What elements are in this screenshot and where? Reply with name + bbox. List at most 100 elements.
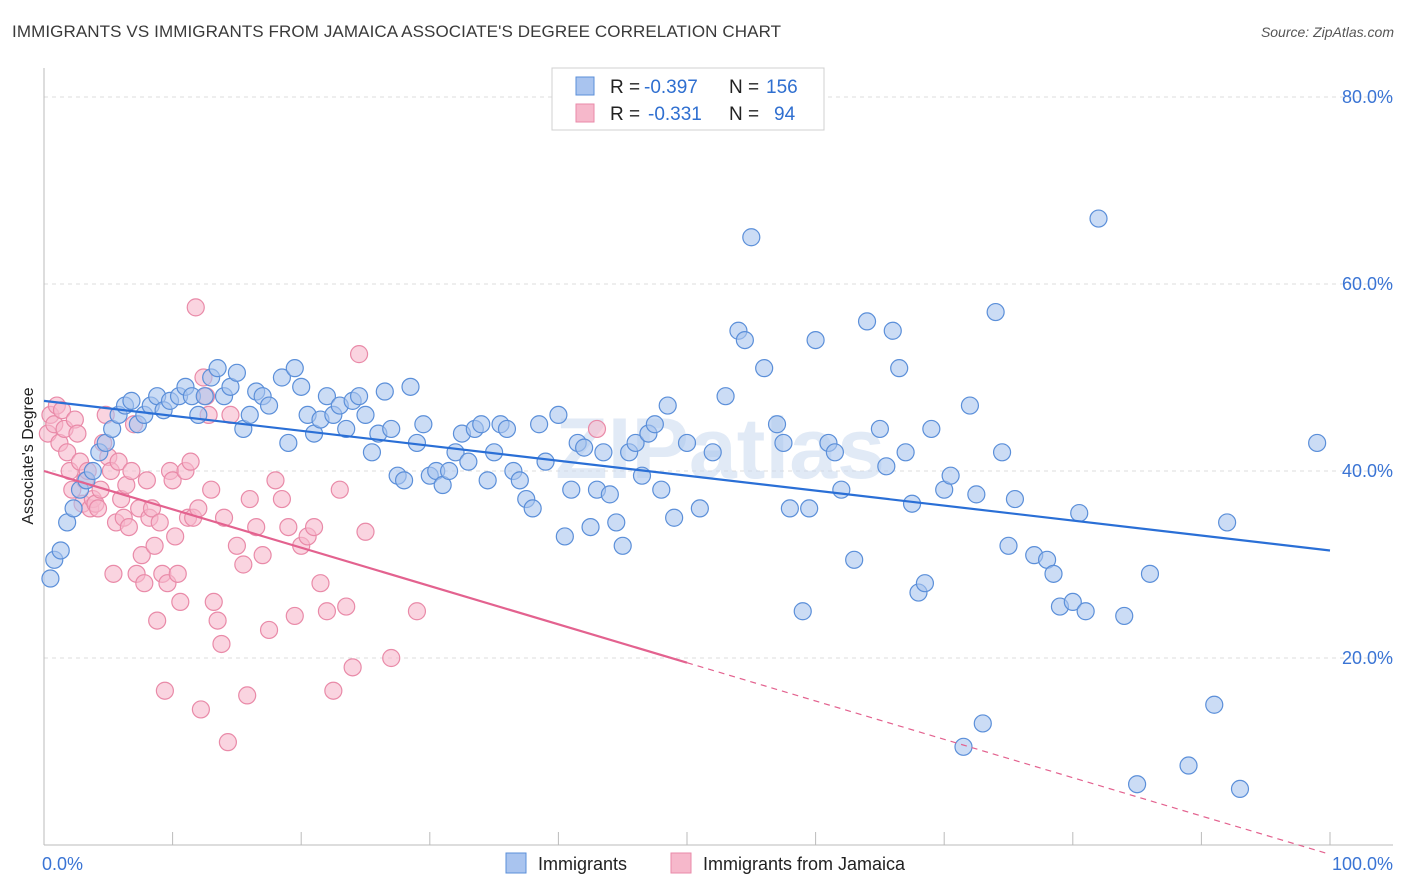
- jamaica-point: [135, 574, 154, 593]
- immigrants-point: [1044, 564, 1063, 583]
- jamaica-point: [148, 611, 167, 630]
- jamaica-point: [279, 517, 298, 537]
- svg-text:N =: N =: [729, 77, 759, 98]
- immigrants-point: [690, 499, 709, 518]
- jamaica-point: [68, 424, 87, 443]
- immigrants-point: [703, 443, 722, 462]
- immigrants-point: [459, 452, 478, 471]
- immigrants-point: [478, 471, 497, 490]
- immigrants-point: [472, 415, 491, 434]
- immigrants-point: [735, 331, 754, 350]
- immigrants-point: [780, 499, 799, 518]
- immigrants-point: [362, 443, 382, 462]
- immigrants-point: [356, 405, 375, 424]
- legend-swatch-immigrants: [575, 76, 595, 96]
- immigrants-point: [954, 737, 973, 756]
- immigrants-point: [941, 466, 960, 485]
- jamaica-point: [234, 555, 253, 574]
- immigrants-point: [1089, 209, 1108, 228]
- immigrants-point: [349, 387, 369, 406]
- immigrants-point: [1070, 503, 1089, 523]
- immigrants-point: [189, 405, 208, 424]
- immigrants-point: [1230, 779, 1250, 799]
- jamaica-point: [311, 574, 330, 593]
- immigrants-point: [986, 302, 1005, 322]
- jamaica-point: [202, 480, 221, 499]
- y-tick-labels: 20.0% 40.0% 60.0% 80.0%: [1342, 87, 1393, 668]
- jamaica-point: [109, 452, 128, 471]
- trend-line-immigrants: [43, 399, 1331, 552]
- immigrants-point: [562, 480, 581, 499]
- jamaica-point: [266, 471, 285, 490]
- source-credit: Source: ZipAtlas.com: [1260, 24, 1394, 40]
- immigrants-point: [600, 485, 619, 504]
- immigrants-point: [195, 387, 214, 406]
- jamaica-point: [104, 564, 123, 583]
- immigrants-point: [999, 536, 1018, 555]
- svg-text:Immigrants: Immigrants: [538, 854, 627, 874]
- immigrants-point: [414, 415, 433, 434]
- jamaica-point: [145, 536, 164, 555]
- top-legend: R = -0.397 N = 156 R = -0.331 N = 94: [551, 67, 825, 131]
- immigrants-point: [259, 396, 279, 415]
- immigrants-point: [530, 415, 549, 434]
- immigrants-point: [208, 359, 227, 378]
- jamaica-point: [122, 461, 141, 481]
- immigrants-point: [292, 377, 311, 396]
- immigrants-point: [581, 517, 600, 537]
- svg-text:N =: N =: [729, 104, 759, 125]
- jamaica-point: [52, 401, 72, 420]
- immigrants-point: [317, 387, 337, 406]
- jamaica-point: [214, 508, 234, 527]
- immigrants-point: [793, 602, 812, 621]
- jamaica-point: [212, 634, 231, 654]
- jamaica-point: [204, 592, 223, 612]
- jamaica-point: [324, 681, 343, 700]
- jamaica-point: [227, 536, 246, 555]
- jamaica-point: [119, 517, 138, 537]
- trend-lines: [43, 399, 1331, 855]
- jamaica-point: [137, 471, 156, 490]
- immigrants-point: [279, 433, 298, 453]
- immigrants-point: [285, 359, 304, 378]
- jamaica-point: [181, 452, 200, 471]
- immigrants-point: [382, 419, 401, 439]
- immigrants-point: [510, 471, 529, 490]
- immigrants-point: [915, 574, 935, 593]
- immigrants-point: [1005, 489, 1025, 509]
- immigrants-point: [665, 508, 684, 527]
- immigrants-point: [857, 312, 877, 331]
- jamaica-point: [253, 546, 272, 565]
- immigrants-point: [613, 536, 632, 555]
- immigrants-point: [536, 452, 555, 471]
- immigrants-point: [767, 415, 787, 434]
- immigrants-point: [902, 494, 922, 513]
- y-tick-label: 80.0%: [1342, 87, 1393, 107]
- immigrants-point: [375, 382, 394, 401]
- jamaica-point: [132, 546, 151, 565]
- immigrants-point: [800, 499, 819, 518]
- immigrants-point: [227, 363, 246, 382]
- jamaica-point: [155, 681, 174, 700]
- jamaica-point: [259, 620, 279, 640]
- immigrants-point: [883, 321, 902, 340]
- y-tick-label: 40.0%: [1342, 461, 1393, 481]
- immigrants-point: [1218, 513, 1237, 532]
- immigrants-point: [51, 541, 70, 560]
- x-tick-label: 100.0%: [1332, 854, 1393, 874]
- immigrants-point: [575, 438, 594, 457]
- immigrants-point: [896, 443, 915, 462]
- jamaica-point: [382, 648, 401, 668]
- jamaica-point: [186, 298, 205, 317]
- x-tick-label: 0.0%: [42, 854, 83, 874]
- jamaica-point: [587, 419, 607, 439]
- immigrants-point: [973, 714, 992, 733]
- immigrants-point: [832, 480, 851, 499]
- svg-text:R =: R =: [610, 104, 640, 125]
- immigrants-point: [272, 368, 292, 387]
- series-immigrants-from-jamaica: [38, 298, 607, 752]
- immigrants-point: [394, 471, 414, 490]
- immigrants-point: [1063, 592, 1082, 612]
- immigrants-point: [549, 405, 568, 424]
